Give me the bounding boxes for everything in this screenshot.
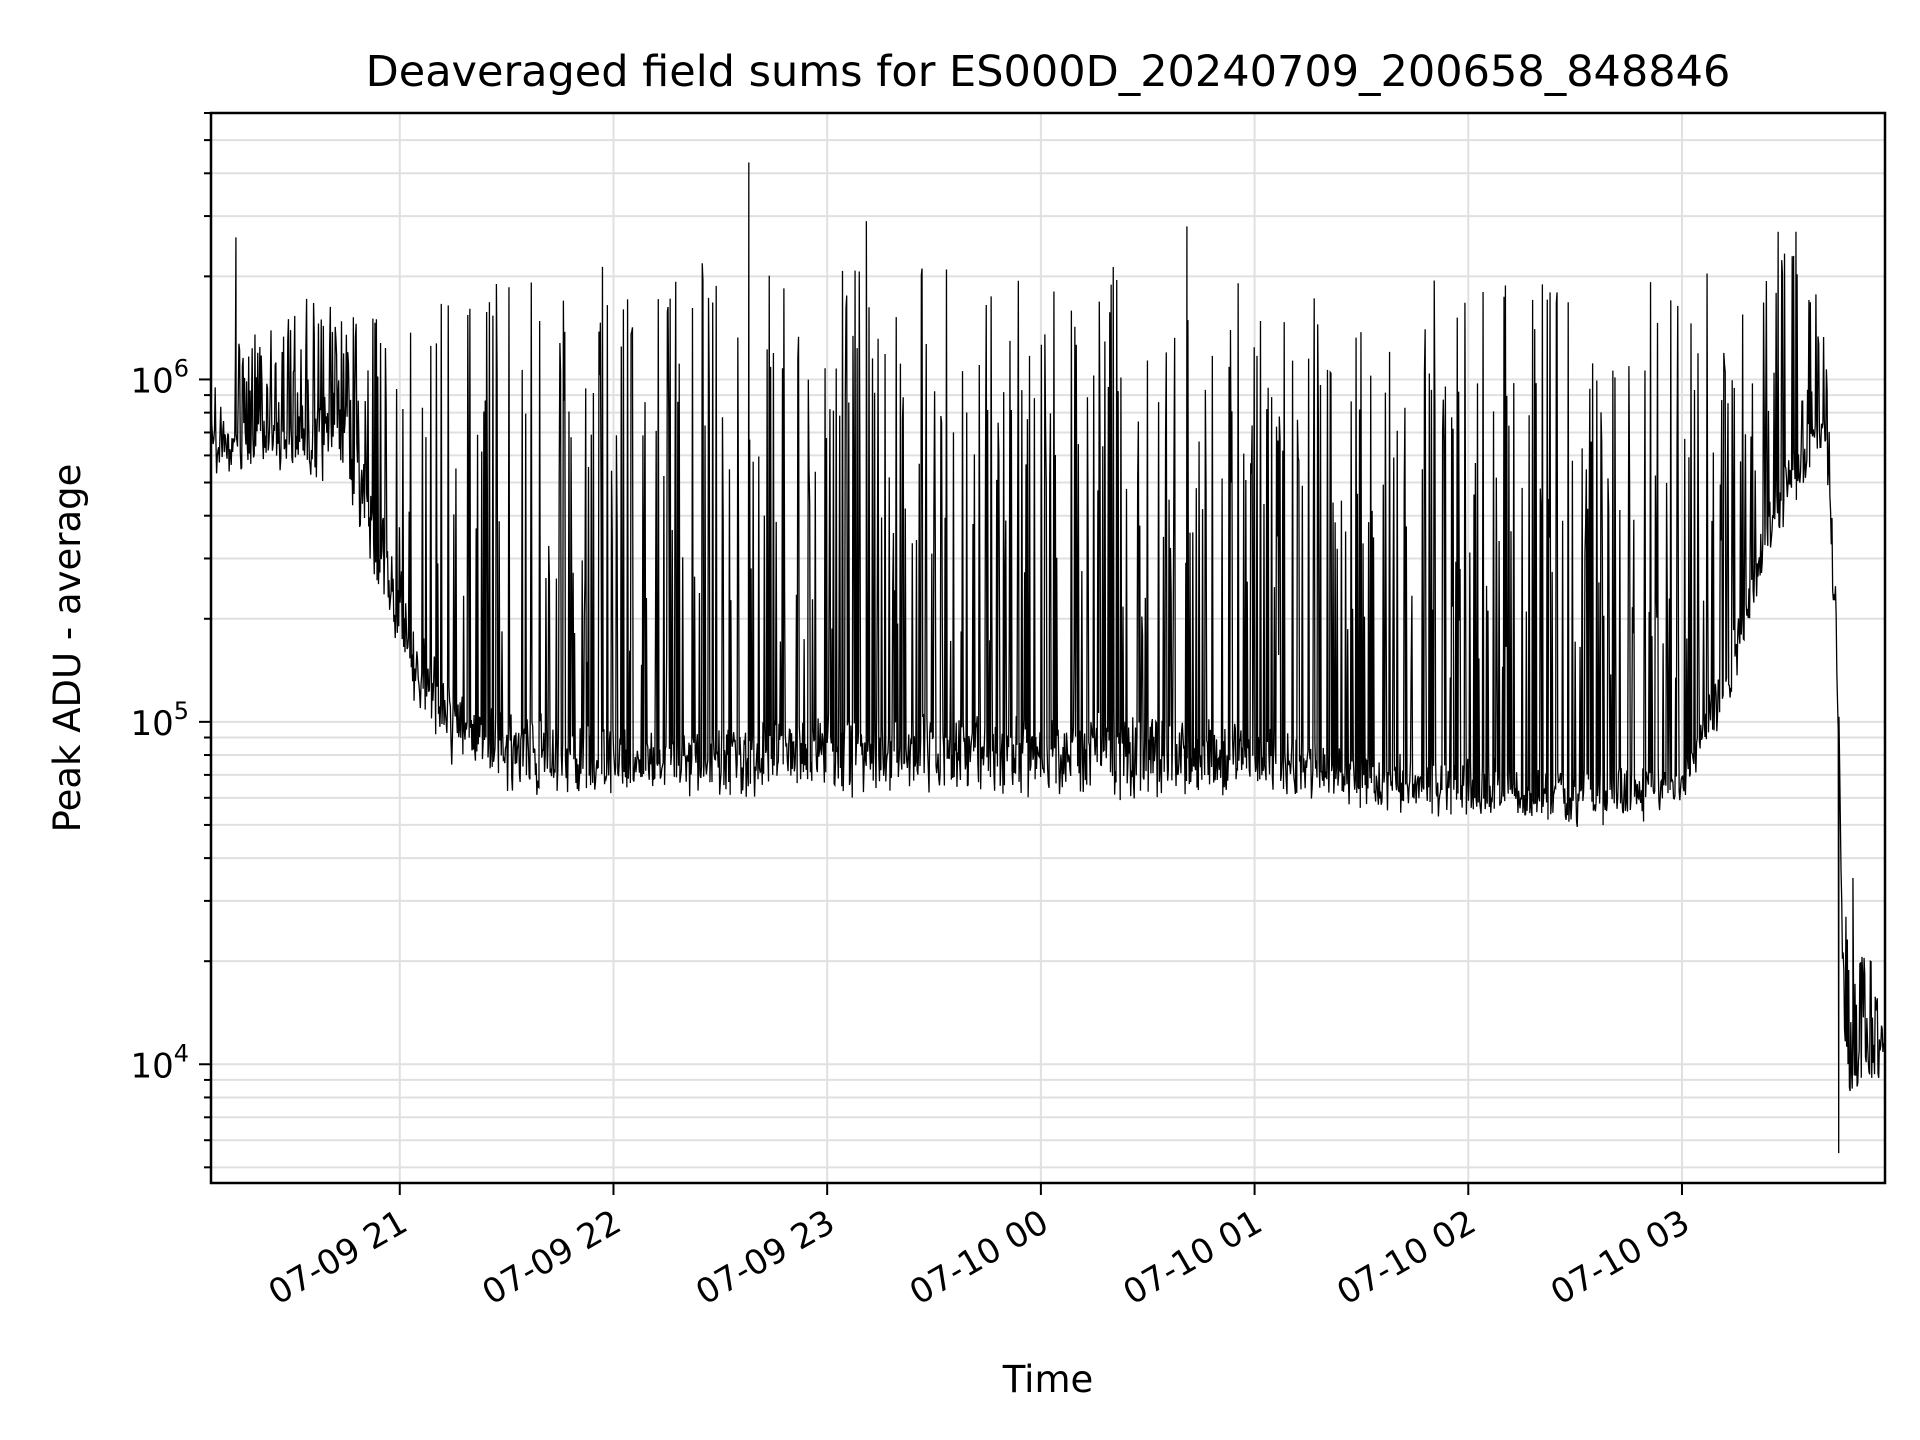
y-tick-label: 106 <box>130 354 189 401</box>
plot-frame <box>209 111 1887 1185</box>
series-layer <box>210 162 1886 1154</box>
y-tick-label: 105 <box>130 697 189 744</box>
x-axis-label: Time <box>1002 1358 1094 1401</box>
y-tick-label: 104 <box>130 1039 189 1086</box>
chart-title: Deaveraged field sums for ES000D_2024070… <box>366 47 1731 97</box>
series-line <box>210 162 1886 1154</box>
y-axis-label: Peak ADU - average <box>46 464 89 833</box>
